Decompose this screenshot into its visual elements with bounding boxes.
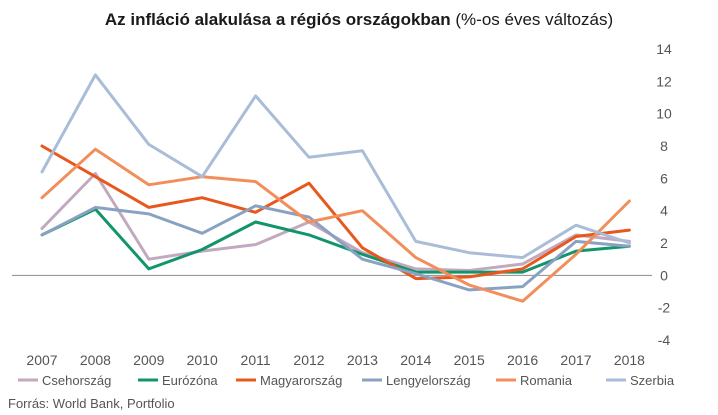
chart-title: Az infláció alakulása a régiós országokb… xyxy=(0,10,718,30)
series-line-lengyelorszag xyxy=(40,204,631,292)
x-tick-label: 2009 xyxy=(133,352,164,368)
y-tick-label: 0 xyxy=(660,267,668,283)
legend-label: Romania xyxy=(520,373,573,388)
x-tick-label: 2010 xyxy=(187,352,218,368)
legend-label: Magyarország xyxy=(260,373,342,388)
x-tick-label: 2014 xyxy=(400,352,431,368)
legend-item: Csehország xyxy=(18,373,111,388)
y-tick-label: 10 xyxy=(656,106,672,122)
y-tick-label: 12 xyxy=(656,73,672,89)
y-tick-label: 2 xyxy=(660,235,668,251)
y-tick-label: -2 xyxy=(658,300,671,316)
legend-item: Romania xyxy=(496,373,573,388)
series-line-eurozona xyxy=(40,207,631,274)
legend-item: Eurózóna xyxy=(138,373,218,388)
x-tick-label: 2018 xyxy=(614,352,645,368)
y-tick-label: 4 xyxy=(660,203,668,219)
legend-label: Eurózóna xyxy=(162,373,218,388)
series-line-romania xyxy=(40,147,631,303)
legend-label: Csehország xyxy=(42,373,111,388)
chart-subtitle: (%-os éves változás) xyxy=(455,10,614,29)
x-tick-label: 2015 xyxy=(454,352,485,368)
legend-label: Lengyelország xyxy=(386,373,471,388)
legend-item: Lengyelország xyxy=(362,373,471,388)
y-axis: -4 -2 0 2 4 6 8 10 12 14 xyxy=(656,41,672,348)
legend-label: Szerbia xyxy=(630,373,675,388)
x-tick-label: 2008 xyxy=(80,352,111,368)
y-tick-label: 14 xyxy=(656,41,672,57)
y-tick-label: 6 xyxy=(660,170,668,186)
series-layer xyxy=(40,73,631,303)
source-note: Forrás: World Bank, Portfolio xyxy=(8,396,175,411)
x-tick-label: 2011 xyxy=(241,352,271,368)
legend-item: Magyarország xyxy=(236,373,342,388)
series-line-szerbia xyxy=(40,73,631,260)
x-tick-label: 2007 xyxy=(26,352,57,368)
y-tick-label: 8 xyxy=(660,138,668,154)
y-tick-label: -4 xyxy=(658,332,671,348)
chart-title-main: Az infláció alakulása a régiós országokb… xyxy=(104,10,451,29)
x-tick-label: 2016 xyxy=(507,352,538,368)
legend: Csehország Eurózóna Magyarország Lengyelors… xyxy=(18,373,675,388)
legend-item: Szerbia xyxy=(606,373,675,388)
x-tick-label: 2017 xyxy=(560,352,591,368)
x-tick-label: 2012 xyxy=(293,352,324,368)
x-axis: 2007 2008 2009 2010 2011 2012 2013 2014 2015 2016… xyxy=(26,352,645,368)
x-tick-label: 2013 xyxy=(347,352,378,368)
